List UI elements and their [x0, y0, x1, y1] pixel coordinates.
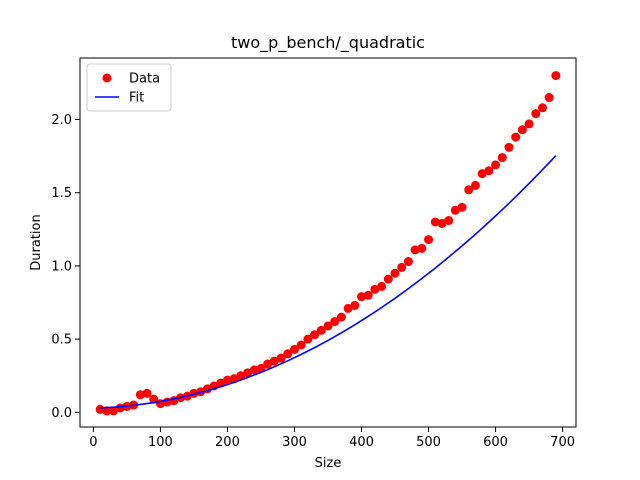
- data-point: [437, 218, 447, 228]
- data-point: [102, 406, 112, 416]
- data-point: [397, 262, 407, 272]
- data-point: [296, 340, 306, 350]
- data-point: [410, 245, 420, 255]
- data-point: [390, 268, 400, 278]
- data-point: [464, 185, 474, 195]
- data-point: [323, 321, 333, 331]
- data-point: [551, 71, 561, 81]
- data-point: [363, 290, 373, 300]
- axes-frame: [79, 57, 577, 428]
- data-point: [430, 217, 440, 227]
- y-axis-label: Duration: [29, 214, 44, 270]
- x-axis-label: Size: [315, 456, 342, 471]
- data-point: [537, 103, 547, 113]
- x-axis: 0 100 200 300 400 500 600 700: [89, 427, 575, 450]
- data-point: [457, 202, 467, 212]
- x-tick-label: 300: [282, 435, 307, 450]
- data-point: [497, 153, 507, 163]
- legend-label-data: Data: [129, 72, 160, 87]
- data-point: [517, 125, 527, 135]
- data-point: [470, 180, 480, 190]
- data-point: [370, 284, 380, 294]
- y-tick-label: 1.0: [51, 259, 72, 274]
- data-point: [377, 281, 387, 291]
- data-point: [283, 349, 293, 359]
- data-point: [236, 371, 246, 381]
- x-tick-label: 0: [89, 435, 97, 450]
- data-point: [343, 303, 353, 313]
- data-point: [316, 325, 326, 335]
- data-point: [263, 359, 273, 369]
- data-point: [330, 317, 340, 327]
- data-point: [504, 142, 514, 152]
- fit-line: [100, 155, 557, 409]
- x-tick-label: 700: [550, 435, 575, 450]
- data-point: [491, 160, 501, 170]
- x-tick-label: 600: [483, 435, 508, 450]
- data-point: [357, 292, 367, 302]
- data-point: [424, 235, 434, 245]
- y-tick-label: 0.5: [51, 333, 72, 348]
- data-point: [109, 406, 119, 416]
- chart-title: two_p_bench/_quadratic: [231, 33, 425, 53]
- y-axis: 0.0 0.5 1.0 1.5 2.0: [51, 113, 80, 421]
- legend-label-fit: Fit: [129, 91, 144, 106]
- x-tick-label: 200: [215, 435, 240, 450]
- data-point: [417, 243, 427, 253]
- data-point: [524, 119, 534, 129]
- data-point: [310, 330, 320, 340]
- data-point: [303, 334, 313, 344]
- data-point: [276, 353, 286, 363]
- y-tick-label: 0.0: [51, 406, 72, 421]
- data-point: [249, 365, 259, 375]
- data-point: [450, 205, 460, 215]
- data-point: [243, 368, 253, 378]
- x-tick-label: 400: [349, 435, 374, 450]
- y-tick-label: 1.5: [51, 186, 72, 201]
- data-point: [544, 93, 554, 103]
- data-point: [403, 257, 413, 267]
- data-point: [142, 388, 152, 398]
- data-point: [289, 344, 299, 354]
- data-point: [531, 109, 541, 119]
- data-point: [383, 274, 393, 284]
- data-point: [444, 216, 454, 226]
- x-tick-label: 500: [416, 435, 441, 450]
- data-point: [189, 388, 199, 398]
- x-tick-label: 100: [148, 435, 173, 450]
- data-point: [269, 356, 279, 366]
- data-point: [484, 166, 494, 176]
- data-point: [511, 132, 521, 142]
- data-point: [222, 375, 232, 385]
- plot-area: [95, 71, 561, 416]
- data-point: [336, 312, 346, 322]
- y-tick-label: 2.0: [51, 113, 72, 128]
- data-point: [135, 390, 145, 400]
- legend-data-marker: [102, 73, 112, 83]
- data-point: [477, 169, 487, 179]
- legend: Data Fit: [86, 63, 172, 112]
- data-point: [350, 300, 360, 310]
